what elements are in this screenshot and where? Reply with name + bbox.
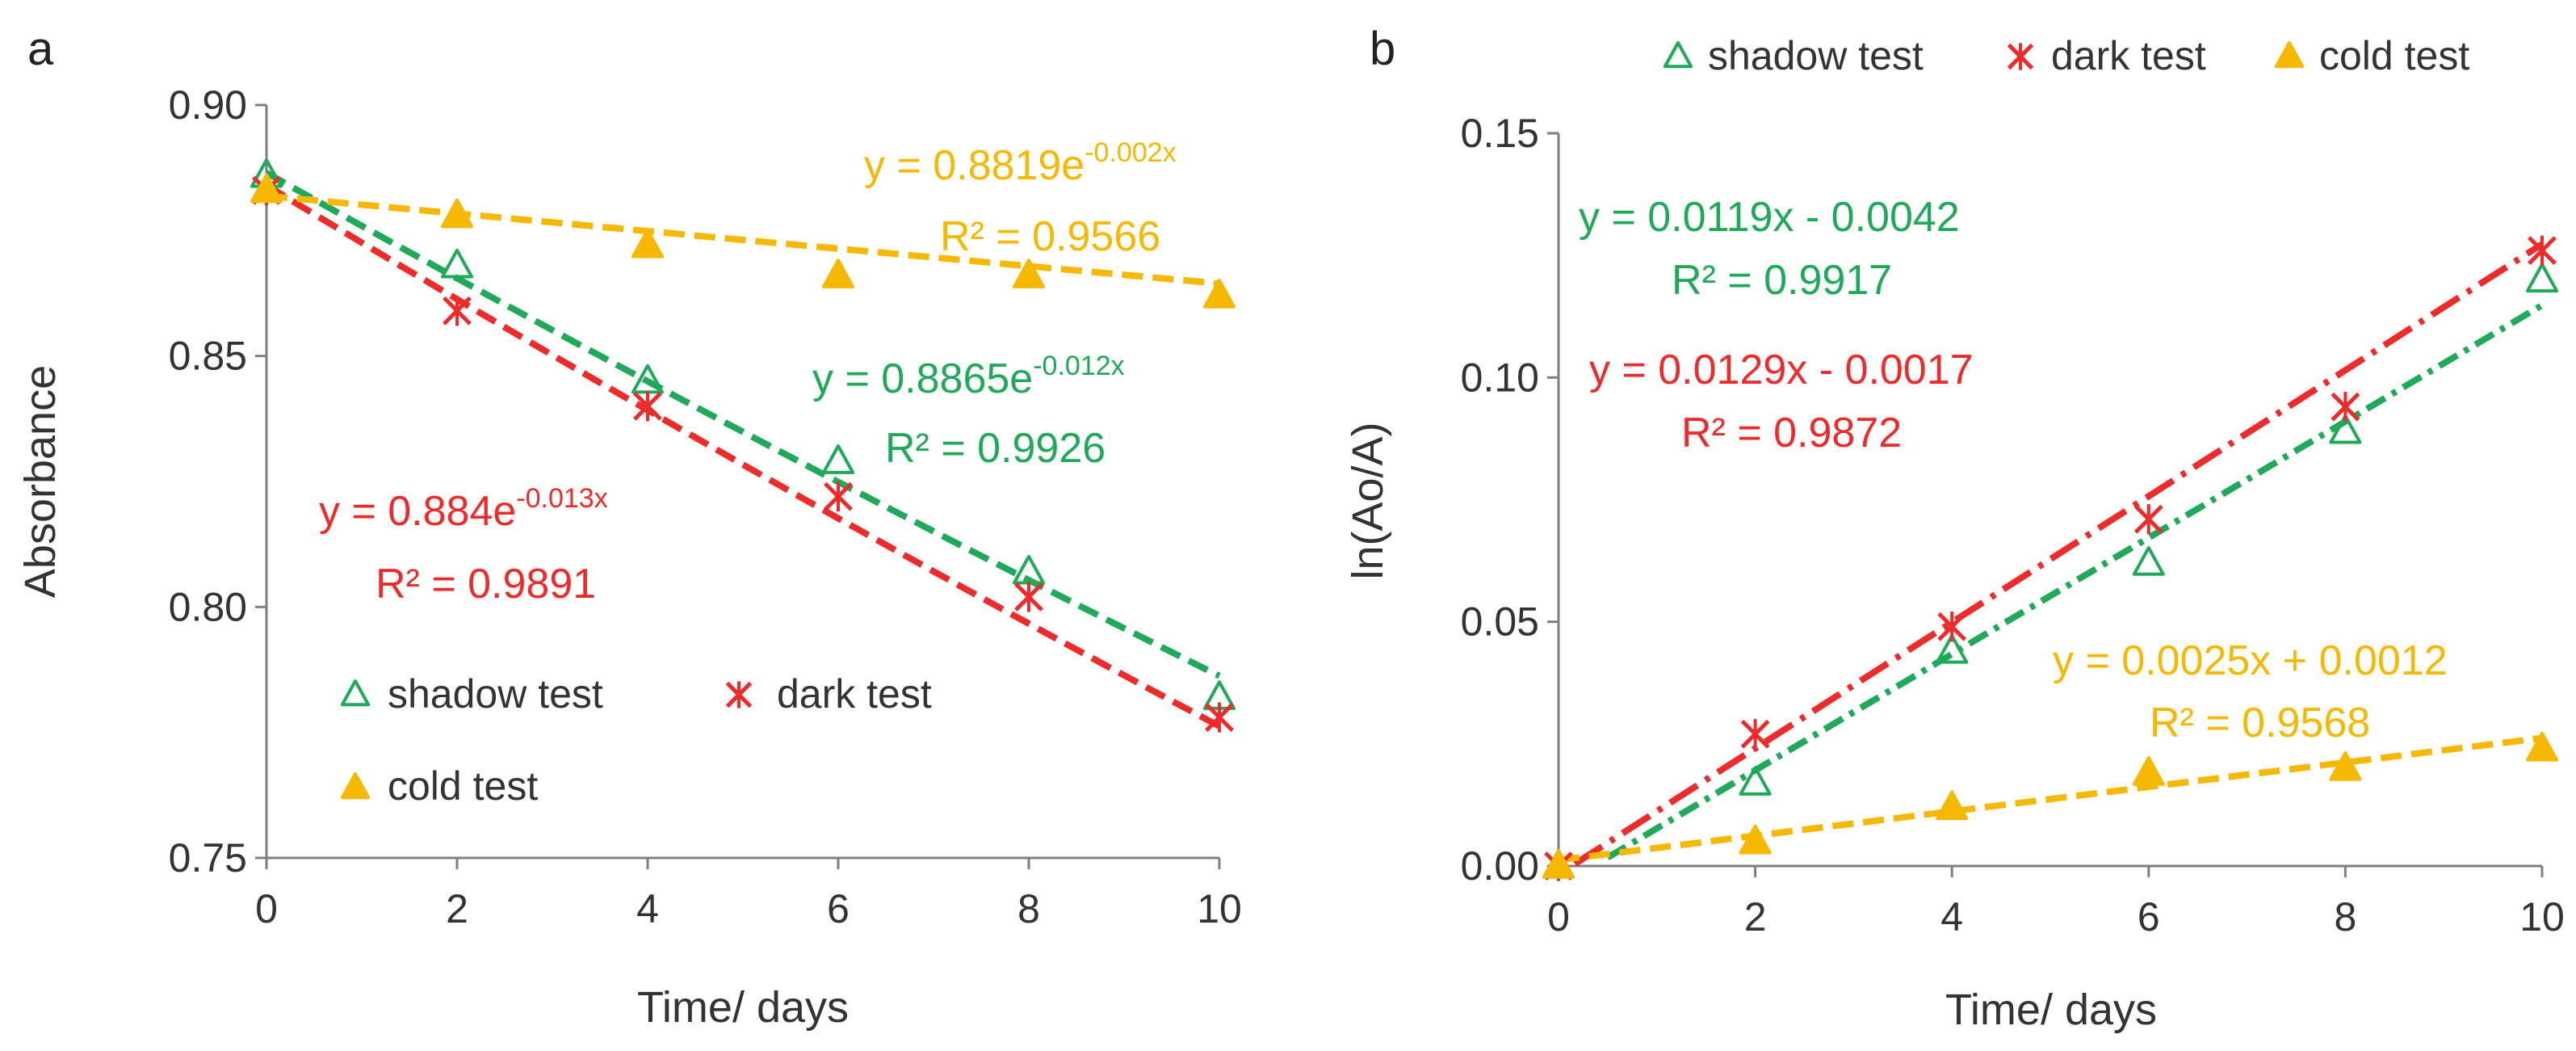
panel-b-shadow-equation: y = 0.0119x - 0.0042 [1579,194,1960,241]
panel-a-shadow-point [440,248,474,279]
panel-a-ytick-label: 0.75 [169,835,247,881]
panel-a-legend-cold: cold test [388,763,538,809]
panel-b-legend-dark: dark test [2051,33,2206,78]
panel-b-ytick-label: 0.05 [1461,599,1539,645]
panel-a-cold-equation: y = 0.8819e-0.002x [864,137,1177,189]
panel-a-xtick-label: 10 [1197,886,1242,931]
panel-a-dark-point [633,391,662,422]
panel-b: b 0.00 0.05 0.10 0.15 0 2 4 6 8 10 Time/ days ln… [1344,23,2565,1034]
panel-a-ytick-label: 0.80 [169,584,247,629]
panel-a-dark-point [1205,702,1234,733]
panel-b-cold-r2: R² = 0.9568 [2150,700,2370,746]
panel-b-xtick-label: 4 [1940,894,1963,940]
panel-b-legend-dark-marker [2007,43,2034,70]
panel-b-legend-shadow: shadow test [1708,33,1924,78]
panel-b-dark-point [1937,612,1967,642]
panel-b-dark-trendline [1573,241,2545,867]
panel-b-shadow-trendline [1605,302,2545,860]
panel-b-legend-cold: cold test [2319,33,2469,78]
panel-b-shadow-point [2525,263,2559,293]
panel-b-label: b [1370,23,1395,75]
panel-b-cold-trendline [1558,734,2543,864]
panel-b-shadow-r2: R² = 0.9917 [1672,257,1892,304]
panel-a-cold-point [250,173,283,204]
panel-b-xtick-label: 8 [2334,894,2356,940]
panel-b-cold-point [2329,751,2362,781]
panel-b-shadow-point [2329,414,2362,444]
panel-b-cold-point [1739,824,1772,855]
panel-a-dark-r2: R² = 0.9891 [375,561,596,607]
panel-a-shadow-trendline [265,170,1221,679]
panel-a-dark-equation: y = 0.884e-0.013x [319,483,608,535]
panel-a-shadow-point [821,444,855,474]
panel-a-cold-point [631,228,665,259]
panel-a-ytick-label: 0.90 [169,82,247,128]
panel-b-ytick-label: 0.15 [1461,111,1539,156]
panel-b-cold-point [2132,756,2165,786]
panel-a-legend-cold-marker [340,772,371,800]
panel-a: a 0.75 0.80 0.85 0.90 0 2 4 6 8 10 Time/ days Ab… [16,23,1242,1032]
panel-a-legend: shadow test dark test cold test [340,671,932,809]
panel-b-legend-cold-marker [2274,41,2305,69]
panel-a-dark-point [1014,582,1043,612]
panel-a-label: a [27,23,54,75]
panel-a-cold-point [1202,279,1236,309]
panel-b-xtick-label: 2 [1744,894,1767,940]
panel-b-xtick-label: 0 [1547,894,1570,940]
panel-b-dark-r2: R² = 0.9872 [1681,410,1902,456]
panel-b-dark-equation: y = 0.0129x - 0.0017 [1589,347,1974,393]
panel-b-shadow-point [2132,546,2165,576]
panel-a-cold-r2: R² = 0.9566 [940,213,1160,260]
panel-b-ytick-label: 0.00 [1461,843,1539,889]
panel-a-xtick-label: 8 [1017,886,1040,931]
panel-a-y-axis-title: Absorbance [16,365,65,598]
panel-a-legend-dark: dark test [777,671,932,717]
panel-a-dark-point [824,481,853,512]
panel-a-xtick-label: 0 [255,886,278,931]
panel-a-dark-point [443,296,472,326]
panel-b-ytick-label: 0.10 [1461,355,1539,400]
panel-b-legend-shadow-marker [1663,41,1693,69]
panel-a-x-axis-title: Time/ days [637,983,849,1032]
panel-a-cold-point [440,198,474,229]
panel-b-dark-point [2528,235,2557,266]
panel-b-shadow-point [1739,766,1772,796]
panel-b-xtick-label: 10 [2519,894,2565,940]
panel-a-xtick-label: 2 [446,886,468,931]
panel-a-cold-point [1012,259,1046,288]
panel-a-xtick-label: 4 [636,886,659,931]
panel-a-cold-trendline [266,192,1220,287]
panel-b-x-axis-title: Time/ days [1945,986,2157,1034]
panel-b-cold-point [1542,849,1575,879]
panel-b-cold-point [2525,731,2559,762]
panel-b-y-axis-title: ln(Ao/A) [1344,422,1392,579]
panel-a-legend-shadow-marker [340,679,371,707]
panel-a-legend-shadow: shadow test [388,671,603,717]
panel-b-shadow-point [1936,633,1969,664]
panel-a-shadow-equation: y = 0.8865e-0.012x [812,351,1125,402]
panel-b-dark-point [2133,504,2163,535]
panel-b-dark-point [2331,392,2360,423]
panel-a-dark-trendline [264,182,1221,729]
panel-a-xtick-label: 6 [827,886,850,931]
panel-a-shadow-r2: R² = 0.9926 [885,425,1105,472]
panel-a-ytick-label: 0.85 [169,334,247,379]
panel-b-cold-point [1936,790,1969,821]
panel-b-legend: shadow test dark test cold test [1663,33,2469,78]
panel-a-legend-dark-marker [725,681,753,708]
panel-b-cold-equation: y = 0.0025x + 0.0012 [2053,637,2448,684]
panel-b-xtick-label: 6 [2138,894,2160,940]
panel-a-cold-point [821,259,855,288]
panel-b-dark-point [1740,719,1770,750]
